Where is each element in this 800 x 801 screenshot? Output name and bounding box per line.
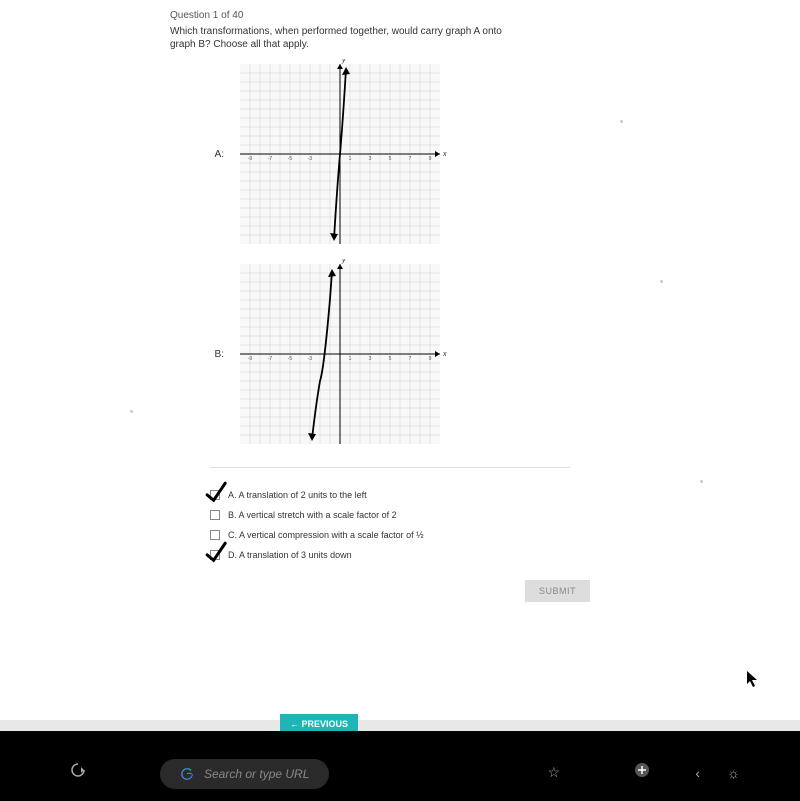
svg-text:3: 3 [369, 156, 372, 162]
svg-text:3: 3 [369, 356, 372, 362]
svg-text:x: x [442, 151, 447, 158]
svg-text:x: x [442, 351, 447, 358]
submit-button[interactable]: SUBMIT [525, 580, 590, 602]
answer-row-a[interactable]: A. A translation of 2 units to the left [210, 490, 570, 500]
speck [130, 410, 133, 413]
graph-b-block: B: [210, 259, 630, 449]
url-bar[interactable]: Search or type URL [160, 759, 329, 789]
cursor-icon [746, 670, 760, 691]
back-icon[interactable]: ‹ [695, 765, 700, 781]
content-area: Question 1 of 40 Which transformations, … [170, 10, 630, 602]
svg-text:-3: -3 [308, 156, 313, 162]
submit-container: SUBMIT [170, 580, 590, 602]
question-text: Which transformations, when performed to… [170, 25, 510, 51]
svg-text:9: 9 [429, 156, 432, 162]
graph-a: y x -9 -7 -5 -3 1 3 5 7 9 [230, 59, 450, 249]
question-number: Question 1 of 40 [170, 10, 630, 21]
svg-text:-3: -3 [308, 356, 313, 362]
reload-icon[interactable] [70, 762, 86, 781]
svg-text:9: 9 [429, 356, 432, 362]
checkbox-b[interactable] [210, 510, 220, 520]
browser-chrome: Search or type URL ☆ ‹ ☼ [0, 731, 800, 801]
speck [620, 120, 623, 123]
url-placeholder: Search or type URL [204, 767, 309, 781]
svg-text:5: 5 [389, 156, 392, 162]
answer-text-b: B. A vertical stretch with a scale facto… [228, 510, 397, 520]
plus-icon[interactable] [634, 762, 650, 781]
svg-text:-5: -5 [288, 356, 293, 362]
answer-row-b[interactable]: B. A vertical stretch with a scale facto… [210, 510, 570, 520]
answer-text-d: D. A translation of 3 units down [228, 550, 352, 560]
star-icon[interactable]: ☆ [547, 764, 560, 781]
svg-text:5: 5 [389, 356, 392, 362]
svg-text:y: y [341, 59, 346, 64]
svg-text:7: 7 [409, 156, 412, 162]
speck [700, 480, 703, 483]
checkbox-d[interactable] [210, 550, 220, 560]
answer-list: A. A translation of 2 units to the left … [210, 467, 570, 560]
answer-row-d[interactable]: D. A translation of 3 units down [210, 550, 570, 560]
svg-text:-9: -9 [248, 356, 253, 362]
svg-text:-7: -7 [268, 156, 273, 162]
svg-text:7: 7 [409, 356, 412, 362]
graph-b-label: B: [210, 349, 224, 360]
quiz-page: Question 1 of 40 Which transformations, … [0, 0, 800, 720]
graph-a-block: A: [210, 59, 630, 249]
svg-text:-5: -5 [288, 156, 293, 162]
google-icon [180, 767, 194, 781]
answer-row-c[interactable]: C. A vertical compression with a scale f… [210, 530, 570, 540]
brightness-icon[interactable]: ☼ [727, 765, 740, 781]
svg-text:1: 1 [349, 156, 352, 162]
svg-text:1: 1 [349, 356, 352, 362]
answer-text-c: C. A vertical compression with a scale f… [228, 530, 424, 540]
svg-text:-7: -7 [268, 356, 273, 362]
graph-a-label: A: [210, 149, 224, 160]
svg-text:y: y [341, 259, 346, 264]
answer-text-a: A. A translation of 2 units to the left [228, 490, 367, 500]
svg-text:-9: -9 [248, 156, 253, 162]
speck [660, 280, 663, 283]
checkbox-c[interactable] [210, 530, 220, 540]
checkbox-a[interactable] [210, 490, 220, 500]
graph-b: y x -9 -7 -5 -3 1 3 5 7 9 [230, 259, 450, 449]
